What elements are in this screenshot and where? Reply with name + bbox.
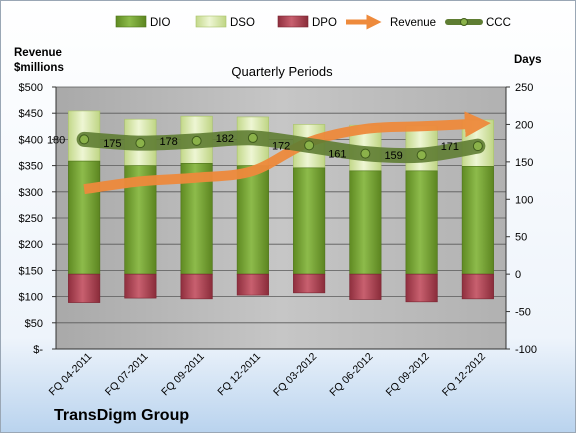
left-tick-label: $200 <box>19 239 43 251</box>
ccc-point <box>304 140 315 151</box>
left-tick-label: $350 <box>19 161 43 173</box>
company-name: TransDigm Group <box>54 407 189 424</box>
ccc-data-label: 182 <box>216 133 234 145</box>
left-tick-label: $150 <box>19 265 43 277</box>
dio-bar <box>349 170 382 275</box>
ccc-point <box>247 132 258 143</box>
ccc-data-label: 172 <box>272 140 290 152</box>
legend-swatch-dso <box>195 15 227 28</box>
legend-swatch-dio <box>115 15 147 28</box>
ccc-point <box>135 138 146 149</box>
right-tick-label: 0 <box>515 269 521 281</box>
legend-swatch-dpo <box>277 15 309 28</box>
left-tick-label: $450 <box>19 108 43 120</box>
right-tick-label: 50 <box>515 232 527 244</box>
ccc-data-label: 178 <box>159 136 177 148</box>
legend-ccc-marker <box>460 18 468 26</box>
ccc-data-label: 171 <box>441 141 459 153</box>
legend-label: DSO <box>230 17 255 29</box>
dpo-bar <box>124 273 157 299</box>
ccc-data-label: 159 <box>384 150 402 162</box>
left-tick-label: $- <box>33 344 43 356</box>
right-tick-label: -100 <box>515 344 537 356</box>
dio-bar <box>293 167 326 275</box>
dpo-bar <box>180 273 213 300</box>
left-axis-label-line1: Revenue <box>14 47 62 59</box>
legend-label: DPO <box>312 17 337 29</box>
right-tick-label: 250 <box>515 82 533 94</box>
dpo-bar <box>405 273 438 303</box>
ccc-point <box>416 150 427 161</box>
right-axis-label: Days <box>514 54 542 66</box>
left-axis-label-line2: $millions <box>14 62 64 74</box>
legend-label: DIO <box>150 17 171 29</box>
ccc-point <box>79 134 90 145</box>
left-tick-label: $400 <box>19 134 43 146</box>
right-tick-label: 150 <box>515 157 533 169</box>
revenue-line <box>83 111 491 195</box>
right-tick-label: 100 <box>515 194 533 206</box>
chart-title: Quarterly Periods <box>231 64 333 79</box>
right-tick-label: 200 <box>515 119 533 131</box>
ccc-point <box>360 148 371 159</box>
dpo-bar <box>236 273 269 296</box>
right-tick-label: -50 <box>515 307 531 319</box>
dpo-bar <box>68 273 101 303</box>
left-tick-label: $100 <box>19 292 43 304</box>
dpo-bar <box>349 273 382 300</box>
left-tick-label: $50 <box>25 318 43 330</box>
ccc-point <box>191 135 202 146</box>
left-tick-label: $300 <box>19 187 43 199</box>
legend-label: Revenue <box>390 17 436 29</box>
ccc-data-label: 161 <box>328 149 346 161</box>
dio-bar <box>236 165 269 275</box>
dpo-bar <box>293 273 326 294</box>
ccc-data-label: 175 <box>103 138 121 150</box>
legend-label: CCC <box>486 17 511 29</box>
left-tick-label: $250 <box>19 213 43 225</box>
dio-bar <box>461 166 494 275</box>
ccc-point <box>472 141 483 152</box>
dpo-bar <box>461 273 494 300</box>
dio-bar <box>68 160 101 275</box>
dio-bar <box>405 170 438 275</box>
left-tick-label: $500 <box>19 82 43 94</box>
